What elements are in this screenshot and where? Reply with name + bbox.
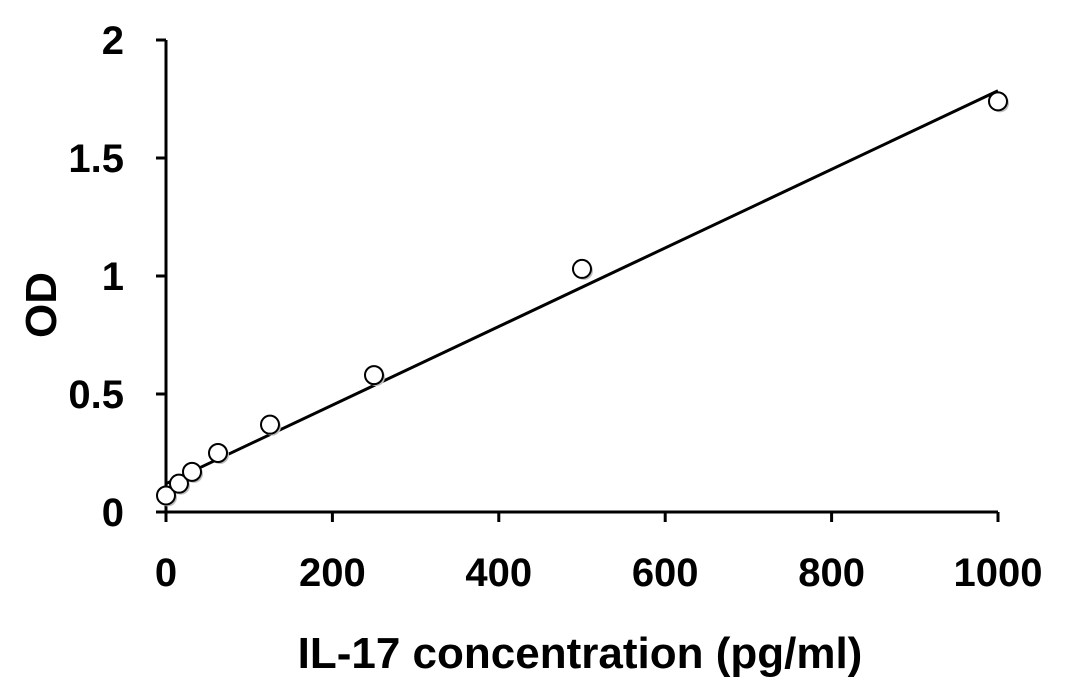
data-point — [208, 443, 228, 463]
data-point — [156, 485, 176, 506]
y-tick-label: 1 — [102, 255, 124, 299]
data-point — [572, 258, 592, 279]
x-tick-label: 1000 — [954, 551, 1043, 595]
data-point — [168, 473, 189, 494]
axes: 0 200 400 600 800 1000 0 0.5 1 1.5 2 — [68, 19, 1042, 595]
data-point — [260, 414, 280, 435]
x-tick-label: 400 — [465, 551, 532, 595]
x-axis-title: IL-17 concentration (pg/ml) — [298, 629, 863, 678]
trendline-group — [165, 89, 999, 486]
data-points — [156, 91, 1009, 507]
trendline — [165, 89, 999, 486]
data-point — [182, 461, 202, 482]
x-tick-label: 0 — [155, 551, 177, 595]
x-tick-label: 600 — [632, 551, 699, 595]
data-point — [364, 365, 384, 386]
data-point — [988, 91, 1008, 112]
y-tick-label: 0 — [102, 491, 124, 535]
y-tick-label: 1.5 — [68, 137, 124, 181]
x-tick-label: 200 — [299, 551, 366, 595]
y-tick-label: 2 — [102, 19, 124, 63]
y-tick-label: 0.5 — [68, 373, 124, 417]
y-axis-title: OD — [17, 272, 66, 338]
x-tick-label: 800 — [798, 551, 865, 595]
